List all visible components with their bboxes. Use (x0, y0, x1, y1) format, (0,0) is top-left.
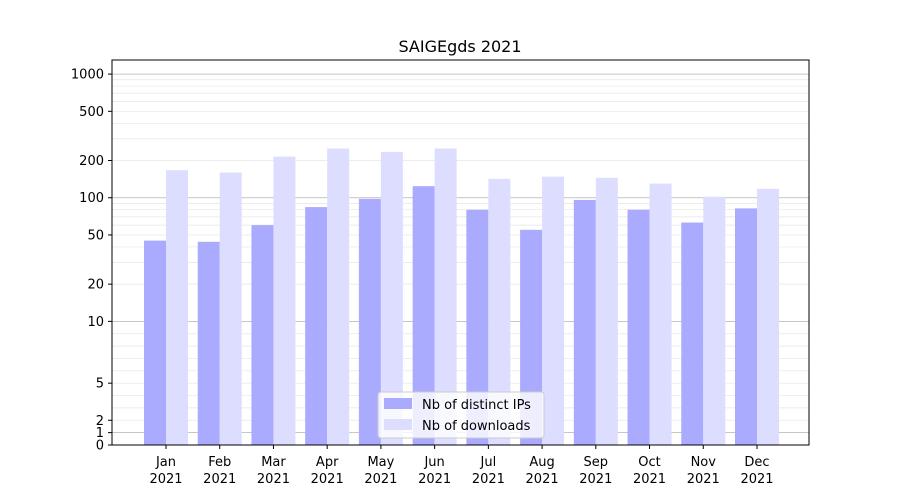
bar-downloads-dec (757, 188, 779, 445)
y-tick-label: 5 (96, 377, 104, 392)
bar-distinct-ips-jul (466, 209, 489, 445)
x-tick-label-month: Mar (261, 455, 286, 470)
bar-distinct-ips-feb (197, 241, 220, 445)
plot-frame (111, 59, 810, 446)
bar-downloads-feb (219, 172, 242, 446)
y-tick-label: 1 (96, 426, 104, 441)
bar-downloads-aug (542, 176, 565, 446)
x-tick-label-year: 2021 (149, 472, 182, 487)
legend-box (377, 391, 545, 439)
bar-downloads-nov (703, 196, 726, 445)
bar-distinct-ips-apr (305, 207, 328, 445)
y-tick-label: 200 (79, 154, 104, 169)
x-tick-label-year: 2021 (203, 472, 236, 487)
x-tick-label-year: 2021 (579, 472, 612, 487)
y-tick-label: 10 (87, 315, 104, 330)
bars (144, 148, 779, 446)
y-tick-label: 2 (96, 414, 104, 429)
x-tick-label-month: Jul (480, 455, 497, 470)
bar-distinct-ips-oct (627, 209, 650, 445)
bar-distinct-ips-aug (520, 229, 543, 445)
bar-downloads-oct (649, 183, 672, 445)
x-tick-label-year: 2021 (526, 472, 559, 487)
y-tick-label: 500 (79, 105, 104, 120)
bar-downloads-sep (595, 177, 618, 445)
y-axis: 012 5 10 20 50 100 200 500 1000 (71, 68, 112, 454)
x-tick-label-month: Feb (208, 455, 231, 470)
y-tick-label: 100 (79, 191, 104, 206)
x-tick-label-year: 2021 (687, 472, 720, 487)
y-tick-label: 20 (87, 278, 104, 293)
y-tick-label: 50 (87, 228, 104, 243)
x-tick-label-year: 2021 (472, 472, 505, 487)
x-tick-label-month: Nov (691, 455, 717, 470)
x-tick-label-month: Dec (744, 455, 769, 470)
legend-swatch-ips (384, 398, 412, 409)
x-tick-label-month: Jan (155, 455, 176, 470)
x-tick-label-year: 2021 (418, 472, 451, 487)
bar-downloads-jul (488, 178, 511, 446)
x-tick-label-year: 2021 (740, 472, 773, 487)
legend: Nb of distinct IPs Nb of downloads (377, 391, 545, 439)
y-tick-label: 0 (96, 439, 104, 454)
legend-label-downloads: Nb of downloads (422, 419, 531, 434)
x-tick-label-year: 2021 (257, 472, 290, 487)
bar-distinct-ips-jan (144, 240, 166, 445)
bar-distinct-ips-dec (735, 208, 757, 445)
x-tick-label-month: Apr (316, 455, 339, 470)
x-tick-label-year: 2021 (311, 472, 344, 487)
y-tick-label: 1000 (71, 68, 104, 83)
x-tick-label-month: Jun (423, 455, 444, 470)
bar-downloads-mar (273, 156, 296, 445)
legend-label-ips: Nb of distinct IPs (422, 398, 531, 413)
bar-distinct-ips-may (358, 198, 381, 445)
x-tick-label-month: May (367, 455, 394, 470)
bar-downloads-may (380, 151, 403, 445)
bar-distinct-ips-nov (681, 222, 704, 445)
chart-title: SAIGEgds 2021 (398, 37, 521, 56)
x-axis: Jan 2021 Feb 2021 Mar 2021 Apr 2021 May 2021 Jun 20… (149, 445, 774, 487)
legend-swatch-downloads (384, 419, 412, 430)
x-tick-label-year: 2021 (633, 472, 666, 487)
bar-downloads-jun (434, 148, 457, 445)
bar-downloads-jan (166, 170, 188, 445)
x-tick-label-year: 2021 (364, 472, 397, 487)
bar-distinct-ips-jun (412, 186, 435, 446)
x-tick-label-month: Sep (584, 455, 609, 470)
bar-distinct-ips-sep (573, 199, 596, 445)
x-tick-label-month: Aug (529, 455, 554, 470)
bar-distinct-ips-mar (251, 225, 274, 445)
x-tick-label-month: Oct (638, 455, 660, 470)
bar-downloads-apr (327, 148, 350, 445)
